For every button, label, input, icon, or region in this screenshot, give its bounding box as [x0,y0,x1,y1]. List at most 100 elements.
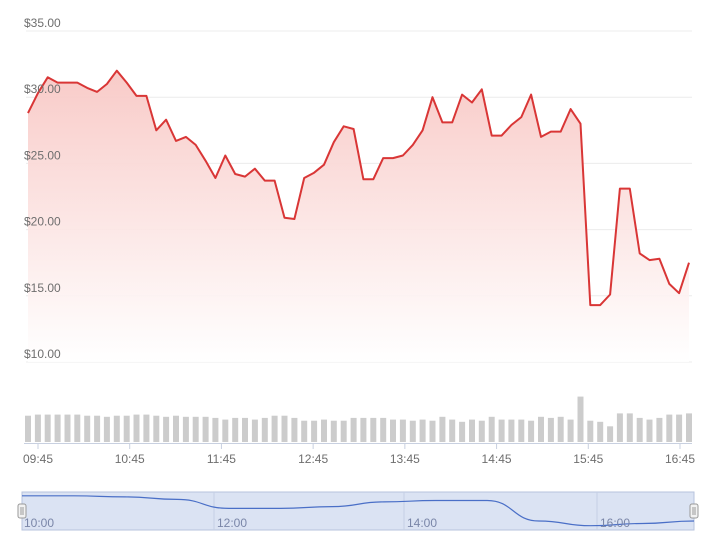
volume-bar [419,419,426,442]
volume-bar [380,417,387,442]
x-tick-label: 16:45 [665,452,695,466]
price-area-fill [28,70,689,362]
volume-bar [686,413,692,442]
volume-bar [74,414,81,442]
volume-bar [646,419,653,442]
volume-bar [360,417,367,442]
volume-bar [340,420,347,442]
y-tick-label: $30.00 [24,82,61,96]
volume-bar [439,416,446,442]
volume-bar [538,416,544,442]
volume-bar [399,419,406,442]
y-tick-label: $15.00 [24,281,61,295]
volume-bar [577,396,584,442]
price-area [28,70,689,362]
x-tick-label: 13:45 [390,452,420,466]
volume-bar [103,416,110,442]
volume-bar [251,419,258,442]
x-tick-label: 15:45 [573,452,603,466]
navigator-time-label: 16:00 [600,516,630,530]
volume-bar [64,414,71,442]
volume-bar [587,420,594,442]
y-tick-label: $10.00 [24,347,61,361]
volume-bar [518,419,525,442]
volume-bar [429,420,436,442]
handle-grip[interactable] [689,503,699,519]
volume-bar [390,419,396,442]
volume-bar [123,415,130,442]
volume-bar [281,415,288,442]
volume-bar [498,419,505,442]
y-tick-label: $35.00 [24,16,61,30]
volume-bar [113,415,120,442]
volume-bar [311,420,318,442]
volume-bar [212,417,219,442]
x-tick-label: 11:45 [207,452,236,466]
volume-bar [202,416,209,442]
volume-bar [676,414,683,442]
x-tick-label: 09:45 [23,452,53,466]
volume-bar [163,416,170,442]
navigator-time-label: 14:00 [407,516,437,530]
volume-bar [242,417,248,442]
y-tick-label: $20.00 [24,215,61,229]
volume-bar [192,416,199,442]
volume-bars [25,396,692,442]
volume-bar [626,413,633,442]
x-axis: 09:45 10:45 11:45 12:45 13:45 14:45 15:45 16:45 [23,443,695,466]
volume-bar [547,417,554,442]
volume-bar [488,416,495,442]
volume-bar [567,419,574,442]
volume-bar [291,417,298,442]
x-tick-label: 10:45 [115,452,145,466]
y-tick-label: $25.00 [24,148,61,162]
price-line [27,69,690,307]
volume-bar [666,414,673,442]
volume-bar [528,420,535,442]
volume-bar [133,414,140,442]
navigator[interactable]: 10:00 12:00 14:00 16:00 [17,491,699,531]
x-tick-label: 12:45 [298,452,328,466]
volume-bar [232,417,239,442]
navigator-series-line [22,495,695,527]
volume-bar [54,414,61,442]
handle-grip[interactable] [17,503,27,519]
volume-bar [557,416,564,442]
volume-bar [271,415,278,442]
volume-bar [44,414,51,442]
navigator-left-handle[interactable] [17,503,27,519]
volume-bar [469,419,475,442]
x-tick-label: 14:45 [482,452,512,466]
volume-bar [508,419,515,442]
volume-bar [597,421,604,442]
volume-bar [261,417,268,442]
volume-bar [350,417,357,442]
volume-bar [94,415,101,442]
volume-bar [173,415,179,442]
volume-bar [636,417,643,442]
volume-bar [449,419,456,442]
volume-bar [182,416,189,442]
volume-bar [409,420,416,442]
volume-bar [153,415,160,442]
volume-bar [478,420,485,442]
volume-bar [143,414,150,442]
navigator-selection[interactable] [21,491,695,531]
volume-bar [330,420,337,442]
volume-bar [616,413,623,442]
navigator-right-handle[interactable] [689,503,699,519]
volume-bar [25,415,31,442]
volume-bar [321,419,327,442]
volume-bar [84,415,91,442]
navigator-time-label: 12:00 [217,516,247,530]
navigator-time-label: 10:00 [24,516,54,530]
y-axis-labels: $10.00 $15.00 $20.00 $25.00 $30.00 $35.00 [24,16,61,361]
volume-bar [34,414,41,442]
volume-bar [656,417,663,442]
volume-bar [370,417,377,442]
volume-bar [459,421,466,442]
volume-bar [222,419,229,442]
volume-bar [301,420,308,442]
